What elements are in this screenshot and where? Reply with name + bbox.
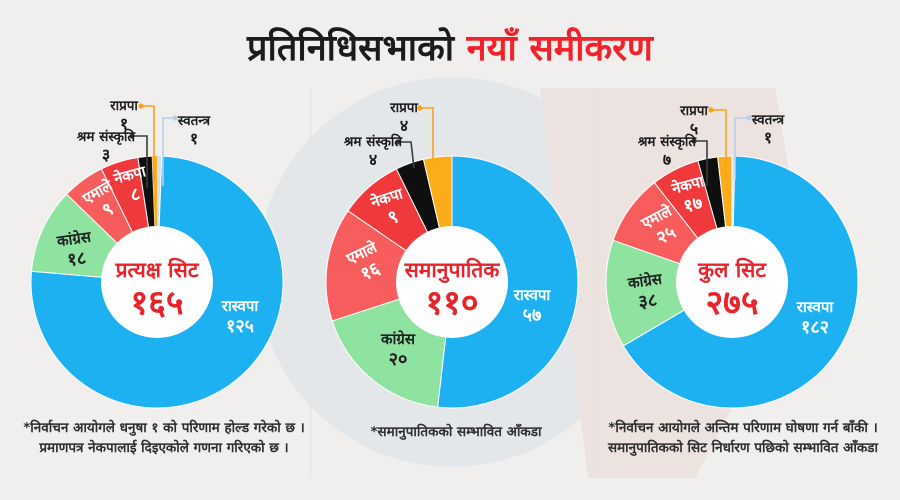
callout-party-label: स्वतन्त्र xyxy=(751,112,785,128)
slice-party-label: रास्वपा xyxy=(796,298,835,316)
center-title: प्रत्यक्ष सिट xyxy=(115,257,200,282)
title-black-part: प्रतिनिधिसभाको xyxy=(247,28,455,69)
callout-party-label: राप्रपा xyxy=(679,103,708,119)
slice-label-group: कांग्रेस१८ xyxy=(55,228,93,271)
callout-leader-line xyxy=(712,109,727,181)
donut-hole xyxy=(101,226,213,338)
callout-seats-value: ४ xyxy=(369,150,377,169)
slice-party-label: कांग्रेस xyxy=(626,270,664,293)
slice-label-group: कांग्रेस२० xyxy=(380,330,416,370)
callout-leader-line xyxy=(162,117,174,186)
footnote-line: प्रमाणपत्र नेकपालाई दिइएकोले गणना गरिएको… xyxy=(39,440,289,457)
callout-leader-line xyxy=(399,141,415,169)
footnote-line: *निर्वाचन आयोगले धनुषा १ को परिणाम होल्ड… xyxy=(23,420,305,436)
donut-hole xyxy=(396,226,508,338)
callout-seats-value: १ xyxy=(764,128,772,147)
callout-dot xyxy=(395,139,401,145)
center-total: २७५ xyxy=(705,283,758,323)
slice-label-group: रास्वपा१८२ xyxy=(796,298,835,338)
slice-seats-value: १७ xyxy=(681,192,705,217)
slice-seats-value: १८ xyxy=(66,248,87,271)
slice-party-label: रास्वपा xyxy=(513,286,552,304)
pie-slice-2 xyxy=(605,239,733,347)
center-total: १६५ xyxy=(130,283,183,323)
footnote-line: *समानुपातिकको सम्भावित आँकडा xyxy=(370,424,542,440)
callout-dot xyxy=(138,103,144,109)
callout-leader-line xyxy=(133,135,148,188)
footnote-line: समानुपातिकको सिट निर्धारण पछिको सम्भावित… xyxy=(607,440,878,457)
donut-hole xyxy=(676,226,788,338)
callout-seats-value: ३ xyxy=(102,145,110,164)
slice-seats-value: १२५ xyxy=(226,316,254,337)
callout-dot xyxy=(172,115,178,121)
footnote-line: *निर्वाचन आयोगले अन्तिम परिणाम घोषणा गर्… xyxy=(608,420,878,436)
callout-party-label: राप्रपा xyxy=(389,100,418,116)
callout-seats-value: ४ xyxy=(400,116,408,135)
slice-label-group: रास्वपा१२५ xyxy=(221,297,260,337)
callout-dot xyxy=(746,115,752,121)
callout-dot xyxy=(708,107,714,113)
callout-seats-value: १ xyxy=(120,114,128,133)
slice-seats-value: २० xyxy=(389,349,408,370)
callout-leader-line xyxy=(695,140,708,186)
callout-seats-value: १ xyxy=(190,129,198,148)
callout-leader-line xyxy=(421,107,434,160)
callout-party-label: राप्रपा xyxy=(109,98,138,114)
callout-seats-value: ७ xyxy=(663,150,671,169)
footnote-direct-seats: *निर्वाचन आयोगले धनुषा १ को परिणाम होल्ड… xyxy=(8,418,320,459)
slice-label-group: कांग्रेस३८ xyxy=(626,270,664,313)
callout-leader-line xyxy=(142,105,155,181)
callout-dot xyxy=(129,133,135,139)
callout-dot xyxy=(417,105,423,111)
callout-party-label: श्रम संस्कृति xyxy=(343,133,404,150)
footnote-total-seats: *निर्वाचन आयोगले अन्तिम परिणाम घोषणा गर्… xyxy=(586,418,900,459)
title-red-part: नयाँ समीकरण xyxy=(466,28,653,69)
callout-leader-line xyxy=(734,117,748,180)
callout-seats-value: ५ xyxy=(690,119,698,138)
slice-seats-value: ३८ xyxy=(637,290,658,313)
page-title: प्रतिनिधिसभाको नयाँ समीकरण xyxy=(0,22,900,71)
callout-party-label: श्रम संस्कृति xyxy=(637,133,698,150)
callout-dot xyxy=(691,138,697,144)
slice-party-label: रास्वपा xyxy=(221,297,260,315)
slice-seats-value: ५७ xyxy=(523,305,542,326)
slice-party-label: कांग्रेस xyxy=(55,228,93,251)
callout-party-label: श्रम संस्कृति xyxy=(76,128,137,145)
slice-seats-value: १८२ xyxy=(801,317,829,338)
center-title: कुल सिट xyxy=(697,257,767,284)
pie-slice-1 xyxy=(325,210,453,322)
center-title: समानुपातिक xyxy=(404,257,501,284)
slice-party-label: कांग्रेस xyxy=(380,330,416,348)
slice-label-group: रास्वपा५७ xyxy=(513,286,552,326)
footnote-proportional: *समानुपातिकको सम्भावित आँकडा xyxy=(300,422,612,442)
callout-party-label: स्वतन्त्र xyxy=(177,113,211,129)
center-total: ११० xyxy=(425,283,478,323)
